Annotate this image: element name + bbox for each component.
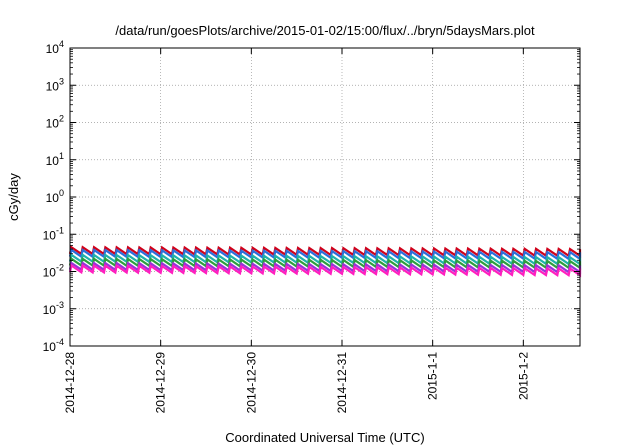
x-tick-label: 2014-12-30 (244, 352, 258, 414)
grid (69, 47, 580, 347)
x-tick-label: 2015-1-2 (516, 352, 530, 400)
tick-marks (69, 47, 580, 347)
x-axis-label: Coordinated Universal Time (UTC) (225, 430, 424, 445)
y-tick-label: 10-1 (43, 225, 64, 242)
x-tick-labels: 2014-12-28 2014-12-29 2014-12-30 2014-12-31… (63, 352, 530, 414)
y-tick-label: 103 (46, 76, 64, 93)
y-tick-label: 104 (46, 39, 64, 56)
y-axis-label: cGy/day (6, 173, 21, 221)
y-tick-label: 102 (46, 114, 64, 131)
series-line (68, 263, 582, 278)
series-group (68, 245, 582, 278)
y-tick-label: 10-4 (43, 337, 64, 354)
x-tick-label: 2014-12-28 (63, 352, 77, 414)
y-tick-label: 10-3 (43, 300, 64, 317)
x-tick-label: 2014-12-29 (154, 352, 168, 414)
x-tick-label: 2015-1-1 (426, 352, 440, 400)
x-tick-label: 2014-12-31 (335, 352, 349, 414)
y-tick-labels: 10-4 10-3 10-2 10-1 100 101 102 103 104 (43, 39, 64, 354)
y-tick-label: 10-2 (43, 263, 64, 280)
chart-title: /data/run/goesPlots/archive/2015-01-02/1… (115, 23, 535, 38)
y-tick-label: 100 (46, 188, 64, 205)
y-tick-label: 101 (46, 151, 64, 168)
